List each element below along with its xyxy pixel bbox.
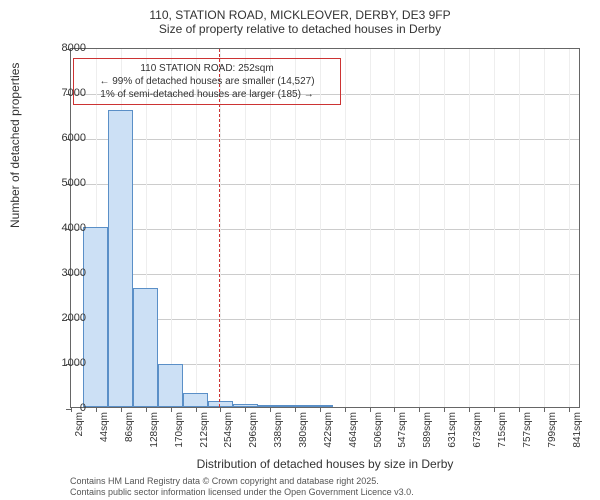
chart-title: 110, STATION ROAD, MICKLEOVER, DERBY, DE… bbox=[0, 0, 600, 36]
x-tick-mark bbox=[121, 407, 122, 412]
x-tick-mark bbox=[419, 407, 420, 412]
grid-line-v bbox=[469, 49, 470, 407]
y-tick-label: 4000 bbox=[36, 222, 86, 234]
x-tick-label: 631sqm bbox=[447, 412, 458, 452]
x-tick-label: 799sqm bbox=[547, 412, 558, 452]
x-tick-mark bbox=[171, 407, 172, 412]
x-tick-mark bbox=[270, 407, 271, 412]
footer-line2: Contains public sector information licen… bbox=[70, 487, 414, 498]
x-tick-mark bbox=[345, 407, 346, 412]
x-tick-label: 422sqm bbox=[323, 412, 334, 452]
y-tick-label: 2000 bbox=[36, 312, 86, 324]
x-tick-mark bbox=[245, 407, 246, 412]
y-tick-label: 5000 bbox=[36, 177, 86, 189]
x-tick-label: 2sqm bbox=[74, 412, 85, 452]
x-tick-mark bbox=[370, 407, 371, 412]
annotation-line3: 1% of semi-detached houses are larger (1… bbox=[80, 88, 334, 101]
x-tick-mark bbox=[569, 407, 570, 412]
histogram-bar bbox=[83, 227, 108, 407]
grid-line-h bbox=[71, 229, 579, 230]
footer-line1: Contains HM Land Registry data © Crown c… bbox=[70, 476, 414, 487]
grid-line-v bbox=[419, 49, 420, 407]
x-tick-label: 506sqm bbox=[373, 412, 384, 452]
x-tick-label: 589sqm bbox=[422, 412, 433, 452]
x-tick-mark bbox=[469, 407, 470, 412]
annotation-line2: ← 99% of detached houses are smaller (14… bbox=[80, 75, 334, 88]
grid-line-h bbox=[71, 184, 579, 185]
grid-line-v bbox=[345, 49, 346, 407]
x-tick-label: 464sqm bbox=[348, 412, 359, 452]
x-tick-mark bbox=[544, 407, 545, 412]
x-tick-label: 44sqm bbox=[99, 412, 110, 452]
x-tick-label: 128sqm bbox=[149, 412, 160, 452]
y-tick-label: 8000 bbox=[36, 42, 86, 54]
x-tick-label: 212sqm bbox=[199, 412, 210, 452]
plot-area: 110 STATION ROAD: 252sqm ← 99% of detach… bbox=[70, 48, 580, 408]
x-tick-label: 841sqm bbox=[572, 412, 583, 452]
footer: Contains HM Land Registry data © Crown c… bbox=[70, 476, 414, 498]
x-tick-mark bbox=[444, 407, 445, 412]
grid-line-h bbox=[71, 274, 579, 275]
histogram-bar bbox=[108, 110, 133, 407]
grid-line-v bbox=[494, 49, 495, 407]
x-tick-mark bbox=[320, 407, 321, 412]
grid-line-v bbox=[519, 49, 520, 407]
x-tick-label: 380sqm bbox=[298, 412, 309, 452]
x-tick-label: 338sqm bbox=[273, 412, 284, 452]
x-tick-mark bbox=[295, 407, 296, 412]
grid-line-v bbox=[370, 49, 371, 407]
histogram-bar bbox=[208, 401, 233, 407]
annotation-box: 110 STATION ROAD: 252sqm ← 99% of detach… bbox=[73, 58, 341, 105]
grid-line-v bbox=[444, 49, 445, 407]
x-tick-mark bbox=[196, 407, 197, 412]
title-line2: Size of property relative to detached ho… bbox=[0, 22, 600, 36]
x-tick-label: 296sqm bbox=[248, 412, 259, 452]
x-tick-mark bbox=[519, 407, 520, 412]
title-line1: 110, STATION ROAD, MICKLEOVER, DERBY, DE… bbox=[0, 8, 600, 22]
histogram-bar bbox=[133, 288, 158, 407]
y-tick-label: 1000 bbox=[36, 357, 86, 369]
x-axis-label: Distribution of detached houses by size … bbox=[70, 457, 580, 471]
x-tick-mark bbox=[394, 407, 395, 412]
grid-line-v bbox=[569, 49, 570, 407]
y-tick-label: 7000 bbox=[36, 87, 86, 99]
histogram-bar bbox=[283, 405, 308, 407]
x-tick-label: 170sqm bbox=[174, 412, 185, 452]
annotation-line1: 110 STATION ROAD: 252sqm bbox=[80, 62, 334, 75]
x-tick-label: 757sqm bbox=[522, 412, 533, 452]
histogram-bar bbox=[308, 405, 333, 407]
x-tick-mark bbox=[146, 407, 147, 412]
grid-line-v bbox=[394, 49, 395, 407]
x-tick-label: 715sqm bbox=[497, 412, 508, 452]
grid-line-v bbox=[544, 49, 545, 407]
y-axis-label: Number of detached properties bbox=[8, 63, 22, 228]
x-tick-label: 86sqm bbox=[124, 412, 135, 452]
y-tick-label: 6000 bbox=[36, 132, 86, 144]
y-tick-label: 3000 bbox=[36, 267, 86, 279]
histogram-bar bbox=[183, 393, 208, 407]
x-tick-label: 673sqm bbox=[472, 412, 483, 452]
x-tick-label: 547sqm bbox=[397, 412, 408, 452]
x-tick-mark bbox=[220, 407, 221, 412]
grid-line-h bbox=[71, 139, 579, 140]
histogram-bar bbox=[258, 405, 283, 407]
x-tick-mark bbox=[494, 407, 495, 412]
histogram-bar bbox=[158, 364, 183, 407]
x-tick-mark bbox=[96, 407, 97, 412]
histogram-bar bbox=[233, 404, 258, 407]
x-tick-label: 254sqm bbox=[223, 412, 234, 452]
